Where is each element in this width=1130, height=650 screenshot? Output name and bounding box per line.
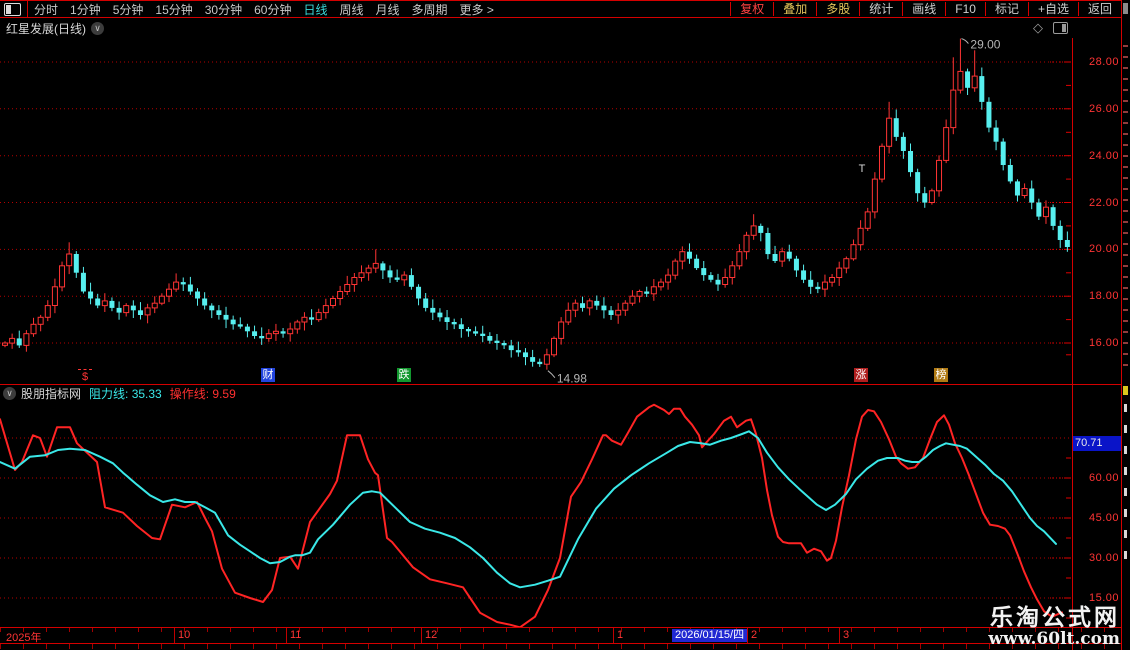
high-annotation: 29.00 <box>970 38 1000 52</box>
indicator-tick-label: 60.00 <box>1088 472 1119 484</box>
tool-button-6[interactable]: 标记 <box>984 2 1028 16</box>
period-tab-3[interactable]: 15分钟 <box>155 2 193 17</box>
price-tick-label: 22.00 <box>1088 196 1119 209</box>
chart-title-row: 红星发展(日线) ∨ ◇ <box>0 19 1122 37</box>
month-separator <box>747 628 748 643</box>
time-axis-label: 12 <box>425 629 438 641</box>
month-separator <box>421 628 422 643</box>
tool-button-4[interactable]: 画线 <box>902 2 945 16</box>
watermark-url: www.60lt.com <box>988 629 1120 649</box>
event-marker-跌[interactable]: 跌 <box>397 368 411 382</box>
indicator-name[interactable]: 股朋指标网 <box>21 387 82 401</box>
tool-button-2[interactable]: 多股 <box>816 2 859 16</box>
tool-button-5[interactable]: F10 <box>945 2 985 16</box>
indicator-tick-label: 15.00 <box>1088 592 1119 604</box>
price-tick-label: 16.00 <box>1088 337 1119 350</box>
tool-buttons: 复权 叠加 多股 统计 画线 F10 标记 +自选 返回 <box>730 1 1122 17</box>
period-tab-6[interactable]: 日线 <box>303 2 328 17</box>
tool-button-1[interactable]: 叠加 <box>773 2 816 16</box>
event-marker-涨[interactable]: 涨 <box>854 368 868 382</box>
time-axis-label: 10 <box>178 629 191 641</box>
tool-button-7[interactable]: +自选 <box>1027 2 1078 16</box>
period-toolbar: 分时 1分钟 5分钟 15分钟 30分钟 60分钟 日线 周线 月线 多周期 更多 > 复权 叠加 多股… <box>0 0 1122 18</box>
period-tab-10[interactable]: 更多 > <box>459 2 494 17</box>
price-tick-label: 24.00 <box>1088 149 1119 162</box>
period-tab-5[interactable]: 60分钟 <box>254 2 292 17</box>
time-axis-label: 3 <box>843 629 850 641</box>
cursor-date-badge: 2026/01/15/四 <box>672 629 748 642</box>
watermark: 乐淘公式网 www.60lt.com <box>988 604 1120 649</box>
event-marker-T[interactable]: T <box>858 163 866 175</box>
watermark-site-name: 乐淘公式网 <box>990 604 1120 630</box>
period-tab-4[interactable]: 30分钟 <box>204 2 243 17</box>
time-axis-label: 11 <box>290 629 302 641</box>
price-tick-label: 20.00 <box>1088 243 1119 256</box>
period-tab-9[interactable]: 多周期 <box>411 2 448 17</box>
collapse-indicator-icon[interactable]: ∨ <box>3 387 16 400</box>
indicator-line-操作线 <box>0 403 1063 627</box>
indicator-tick-label: 45.00 <box>1088 512 1119 524</box>
event-marker-榜[interactable]: 榜 <box>934 368 948 382</box>
indicator-header: ∨ 股朋指标网 阻力线: 35.33 操作线: 9.59 <box>0 384 1122 402</box>
window-right-border <box>1121 0 1122 650</box>
panel-toggle-icon[interactable] <box>4 2 21 16</box>
stock-title: 红星发展(日线) <box>6 21 86 36</box>
period-tab-7[interactable]: 周线 <box>339 2 364 17</box>
tool-button-8[interactable]: 返回 <box>1077 2 1122 16</box>
indicator-tick-label: 30.00 <box>1088 552 1119 564</box>
candlestick-chart[interactable]: 29.00 14.98 <box>0 38 1072 384</box>
time-axis-label: 2025年 <box>6 632 42 644</box>
period-tab-0[interactable]: 分时 <box>34 2 59 17</box>
tool-button-0[interactable]: 复权 <box>730 2 773 16</box>
indicator-line-阻力线 <box>0 430 1057 589</box>
event-marker-$[interactable]: $ <box>78 369 92 384</box>
indicator-line1-readout: 阻力线: 35.33 <box>89 387 162 401</box>
month-separator <box>286 628 287 643</box>
window-split-icon[interactable] <box>1053 22 1068 34</box>
month-separator <box>839 628 840 643</box>
diamond-icon[interactable]: ◇ <box>1033 20 1043 35</box>
event-marker-财[interactable]: 财 <box>261 368 275 382</box>
low-annotation: 14.98 <box>557 372 587 384</box>
time-axis <box>0 627 1122 644</box>
price-tick-label: 26.00 <box>1088 102 1119 115</box>
tool-button-3[interactable]: 统计 <box>859 2 902 16</box>
month-separator <box>613 628 614 643</box>
time-axis-label: 1 <box>617 629 624 641</box>
chevron-down-icon[interactable]: ∨ <box>91 21 104 35</box>
period-tab-2[interactable]: 5分钟 <box>112 2 144 17</box>
time-axis-label: 2 <box>751 629 758 641</box>
price-tick-label: 28.00 <box>1088 56 1119 68</box>
adjacent-panel-sliver <box>1122 0 1130 650</box>
indicator-chart[interactable] <box>0 402 1072 627</box>
indicator-line2-readout: 操作线: 9.59 <box>169 387 236 401</box>
indicator-value-badge: 70.71 <box>1073 436 1121 451</box>
period-tabs: 分时 1分钟 5分钟 15分钟 30分钟 60分钟 日线 周线 月线 多周期 更多 > <box>34 1 494 18</box>
period-tab-1[interactable]: 1分钟 <box>70 2 101 17</box>
bottom-tick-strip <box>0 644 1122 650</box>
period-tab-8[interactable]: 月线 <box>375 2 400 17</box>
month-separator <box>174 628 175 643</box>
toolbar-divider <box>27 1 28 17</box>
price-tick-label: 18.00 <box>1088 290 1119 303</box>
price-axis-line <box>1072 38 1073 650</box>
